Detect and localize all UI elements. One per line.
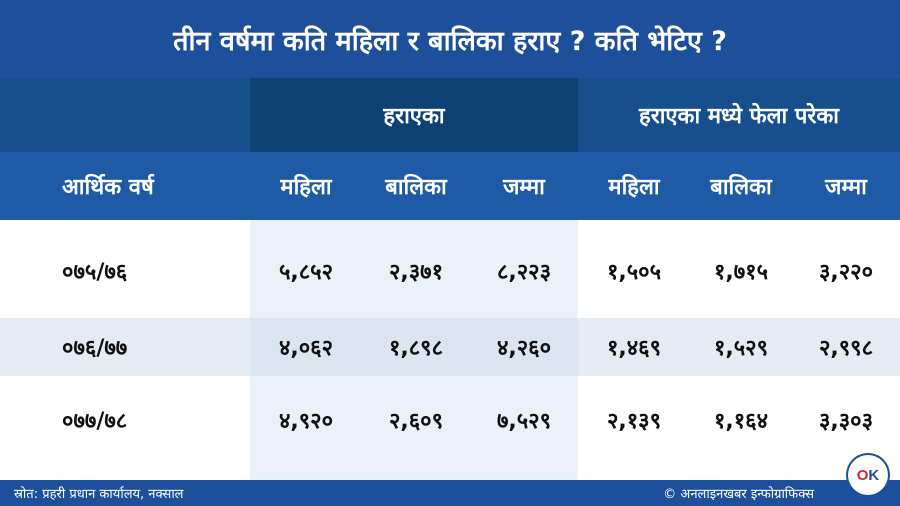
logo-letter-o: O xyxy=(856,466,869,484)
column-header-row: आर्थिक वर्ष महिला बालिका जम्मा महिला बाल… xyxy=(0,152,900,220)
header-found-women: महिला xyxy=(608,175,660,200)
table-row: ०७६/७७ ४,०६२ १,८९८ ४,२६० १,४६९ १,५२९ २,९… xyxy=(0,318,900,376)
cell-missing-girls: २,६०९ xyxy=(388,409,444,434)
cell-found-women: १,४६९ xyxy=(606,336,662,361)
cell-missing-total: ४,२६० xyxy=(496,336,552,361)
table-body: ०७५/७६ ५,८५२ २,३७१ ८,२२३ १,५०५ १,७१५ ३,२… xyxy=(0,220,900,480)
cell-missing-girls: २,३७१ xyxy=(388,260,444,285)
footer-bar: स्रोत: प्रहरी प्रधान कार्यालय, नक्साल © … xyxy=(0,480,900,506)
cell-found-girls: १,१६४ xyxy=(713,409,769,434)
credit-text: © अनलाइनखबर इन्फोग्राफिक्स xyxy=(663,487,814,502)
table-row: ०७५/७६ ५,८५२ २,३७१ ८,२२३ १,५०५ १,७१५ ३,२… xyxy=(0,241,900,301)
page-title: तीन वर्षमा कति महिला र बालिका हराए ? कति… xyxy=(0,0,900,78)
cell-found-women: २,१३९ xyxy=(606,409,662,434)
table-row: ०७७/७८ ४,९२० २,६०९ ७,५२९ २,१३९ १,१६४ ३,३… xyxy=(0,390,900,450)
header-missing-women: महिला xyxy=(280,175,332,200)
cell-missing-women: ५,८५२ xyxy=(278,260,334,285)
logo-letter-k: K xyxy=(868,466,880,484)
cell-missing-total: ७,५२९ xyxy=(496,409,552,434)
header-found-girls: बालिका xyxy=(710,175,772,200)
cell-found-girls: १,७१५ xyxy=(713,260,769,285)
header-missing-total: जम्मा xyxy=(503,175,545,200)
group-missing-header: हराएका xyxy=(250,78,578,152)
cell-missing-women: ४,९२० xyxy=(278,409,334,434)
cell-found-women: १,५०५ xyxy=(606,260,662,285)
header-missing-girls: बालिका xyxy=(385,175,447,200)
cell-found-total: ३,२२० xyxy=(818,260,874,285)
cell-missing-girls: १,८९८ xyxy=(388,336,444,361)
group-found-header: हराएका मध्ये फेला परेका xyxy=(639,104,839,129)
source-text: स्रोत: प्रहरी प्रधान कार्यालय, नक्साल xyxy=(14,487,184,502)
cell-missing-women: ४,०६२ xyxy=(278,336,334,361)
cell-year: ०७५/७६ xyxy=(62,260,128,285)
cell-year: ०७६/७७ xyxy=(62,336,128,361)
title-text: तीन वर्षमा कति महिला र बालिका हराए ? कति… xyxy=(173,25,727,57)
cell-missing-total: ८,२२३ xyxy=(496,260,552,285)
group-header-row: हराएका हराएका मध्ये फेला परेका xyxy=(0,78,900,152)
cell-found-total: २,९९८ xyxy=(818,336,874,361)
header-found-total: जम्मा xyxy=(825,175,867,200)
header-fiscal-year: आर्थिक वर्ष xyxy=(62,175,154,200)
cell-found-total: ३,३०३ xyxy=(818,409,874,434)
cell-year: ०७७/७८ xyxy=(62,409,128,434)
cell-found-girls: १,५२९ xyxy=(713,336,769,361)
